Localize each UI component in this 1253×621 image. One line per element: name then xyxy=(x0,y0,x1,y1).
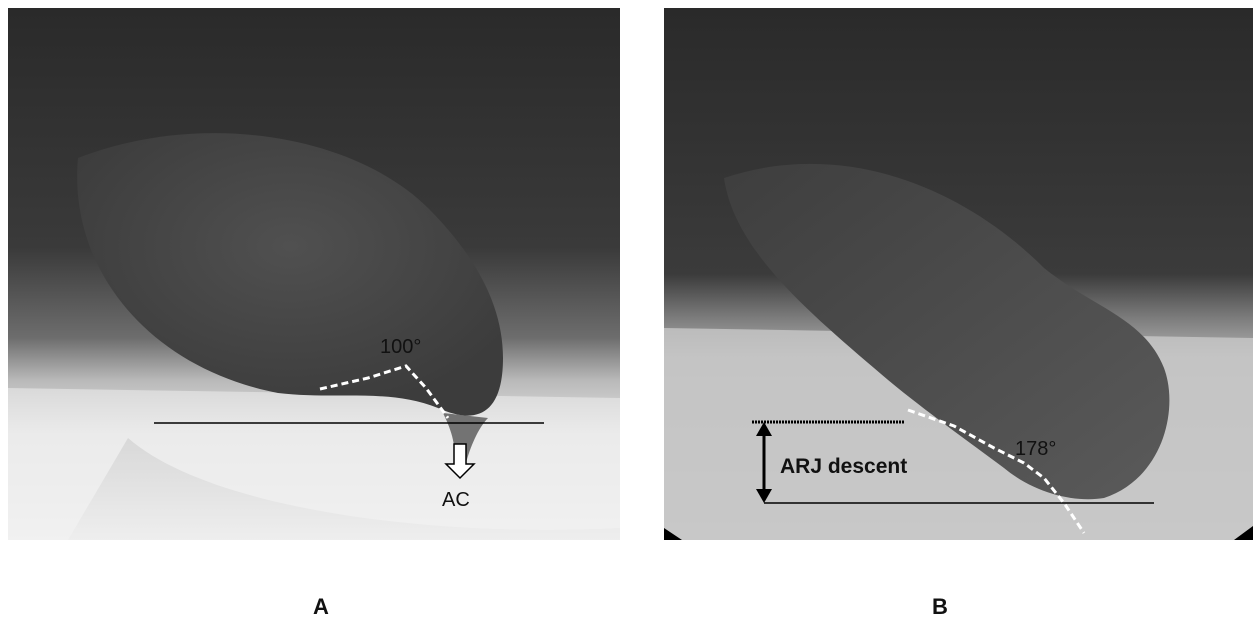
angle-label-a: 100° xyxy=(380,336,421,358)
angle-label-b: 178° xyxy=(1015,438,1056,460)
rectum-contrast-b xyxy=(724,163,1170,500)
rectum-contrast xyxy=(77,133,504,416)
table-area xyxy=(8,388,620,540)
anal-canal-label: AC xyxy=(442,489,470,511)
caption-b: B xyxy=(932,594,948,619)
arrow-up-icon xyxy=(756,422,772,436)
corner-mark-left xyxy=(664,528,682,540)
caption-a: A xyxy=(313,594,329,619)
anal-canal xyxy=(443,413,488,463)
anorectal-angle-dashed-line xyxy=(319,364,450,419)
arj-descent-label: ARJ descent xyxy=(780,455,907,478)
fluoroscopy-panel-b: ARJ descent 178° xyxy=(664,8,1253,540)
panel-b-image: ARJ descent 178° xyxy=(664,8,1253,540)
panel-a-image: 100° AC xyxy=(8,8,620,540)
fluoroscopy-panel-a: 100° AC xyxy=(8,8,620,540)
anorectal-angle-dashed-line-b xyxy=(907,408,1086,534)
down-arrow-icon xyxy=(444,443,476,480)
corner-mark-right xyxy=(1234,526,1253,540)
arrow-down-icon xyxy=(756,489,772,503)
